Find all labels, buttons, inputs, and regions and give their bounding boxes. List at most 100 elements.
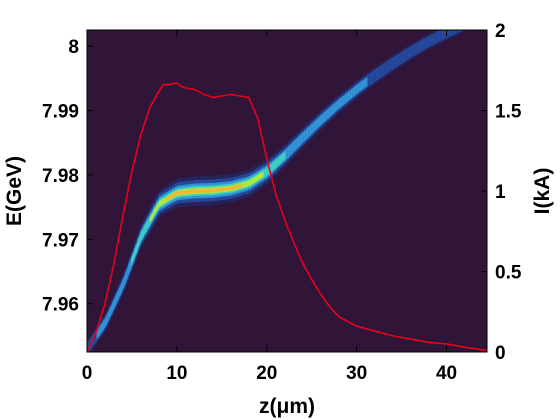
density-cell xyxy=(326,107,330,121)
density-cell xyxy=(228,186,233,191)
density-cell xyxy=(304,127,308,142)
density-cell xyxy=(288,143,292,158)
density-cell xyxy=(461,30,465,34)
density-cell xyxy=(483,12,487,27)
density-cell xyxy=(291,140,296,155)
density-cell xyxy=(354,84,359,96)
density-cell xyxy=(143,221,148,236)
x-tick-label: 0 xyxy=(82,363,93,384)
density-cell xyxy=(357,81,362,94)
density-cell xyxy=(260,171,264,179)
density-cell xyxy=(165,196,170,202)
density-cell xyxy=(115,289,119,306)
y-right-tick-label: 0 xyxy=(495,343,506,364)
density-cell xyxy=(99,321,104,336)
y-right-tick-label: 2 xyxy=(495,21,506,42)
density-cell xyxy=(247,179,252,187)
density-cell xyxy=(348,89,352,101)
density-cell xyxy=(363,77,368,89)
density-cell xyxy=(272,159,277,171)
density-cell xyxy=(193,189,198,193)
density-cell xyxy=(474,14,478,29)
density-cell xyxy=(458,30,462,33)
density-cell xyxy=(140,227,145,242)
density-cell xyxy=(341,94,346,107)
density-cell xyxy=(360,79,365,91)
plot-area xyxy=(87,30,487,352)
density-cell xyxy=(401,49,406,64)
density-cell xyxy=(351,86,355,99)
y-right-tick-label: 0.5 xyxy=(495,263,522,284)
density-cell xyxy=(373,68,377,84)
density-cell xyxy=(250,177,255,185)
density-cell xyxy=(382,61,387,77)
density-cell xyxy=(335,99,340,112)
x-axis-label: z(μm) xyxy=(259,395,315,418)
density-cell xyxy=(423,36,428,51)
density-cell xyxy=(175,191,179,196)
density-cell xyxy=(470,30,472,31)
density-cell xyxy=(332,102,336,115)
density-cell xyxy=(137,233,141,250)
density-cell xyxy=(190,189,195,194)
axes: 0 10 20 30 40 7.96 7.97 7.98 7.99 8 0 0.5 1 1.5 2 xyxy=(42,21,522,384)
density-cell xyxy=(222,187,226,192)
density-cell xyxy=(451,30,456,36)
density-cell xyxy=(238,183,242,189)
density-cell xyxy=(367,72,371,88)
density-cell xyxy=(487,14,491,25)
density-cell xyxy=(105,309,110,326)
density-cell xyxy=(461,30,465,32)
density-cell xyxy=(275,156,280,168)
density-cell xyxy=(439,30,443,42)
x-tick-label: 30 xyxy=(346,363,367,384)
y-left-tick-label: 7.97 xyxy=(42,230,79,251)
y-right-tick-label: 1 xyxy=(495,182,506,203)
density-cell xyxy=(231,185,236,190)
density-cell xyxy=(465,18,469,30)
density-cell xyxy=(244,180,248,188)
density-cell xyxy=(282,151,286,162)
density-cell xyxy=(131,250,135,267)
density-cell xyxy=(171,192,176,198)
density-cell xyxy=(197,189,201,193)
density-layer-5 xyxy=(165,183,242,202)
density-cell xyxy=(329,104,333,118)
density-cell xyxy=(112,295,116,313)
density-cell xyxy=(256,173,261,181)
density-cell xyxy=(411,43,415,58)
density-cell xyxy=(436,30,440,44)
density-cell xyxy=(313,119,318,133)
density-cell xyxy=(159,198,163,207)
density-cell xyxy=(379,63,384,79)
density-cell xyxy=(392,55,396,70)
density-cell xyxy=(464,30,469,32)
density-cell xyxy=(134,241,138,259)
density-cell xyxy=(442,30,447,41)
density-cell xyxy=(477,13,481,28)
density-cell xyxy=(307,124,311,139)
density-cell xyxy=(241,181,245,189)
y-axis-left-label: E(GeV) xyxy=(3,156,26,226)
density-cell xyxy=(338,96,343,109)
density-cell xyxy=(121,274,126,293)
density-cell xyxy=(316,116,321,130)
density-cell xyxy=(448,30,453,38)
density-cell xyxy=(187,189,192,194)
density-cell xyxy=(206,188,211,193)
density-cell xyxy=(310,122,314,136)
density-cell xyxy=(253,175,258,183)
density-cell xyxy=(477,15,481,26)
density-cell xyxy=(219,187,223,192)
density-cell xyxy=(474,16,478,27)
density-cell xyxy=(294,137,299,152)
x-tick-label: 40 xyxy=(436,363,457,384)
density-cell xyxy=(389,57,393,73)
density-cell xyxy=(124,265,129,285)
density-cell xyxy=(455,30,459,35)
density-cell xyxy=(398,51,403,66)
density-cell xyxy=(322,110,327,124)
density-cell xyxy=(168,194,173,200)
density-cell xyxy=(225,186,230,191)
density-cell xyxy=(300,130,305,145)
